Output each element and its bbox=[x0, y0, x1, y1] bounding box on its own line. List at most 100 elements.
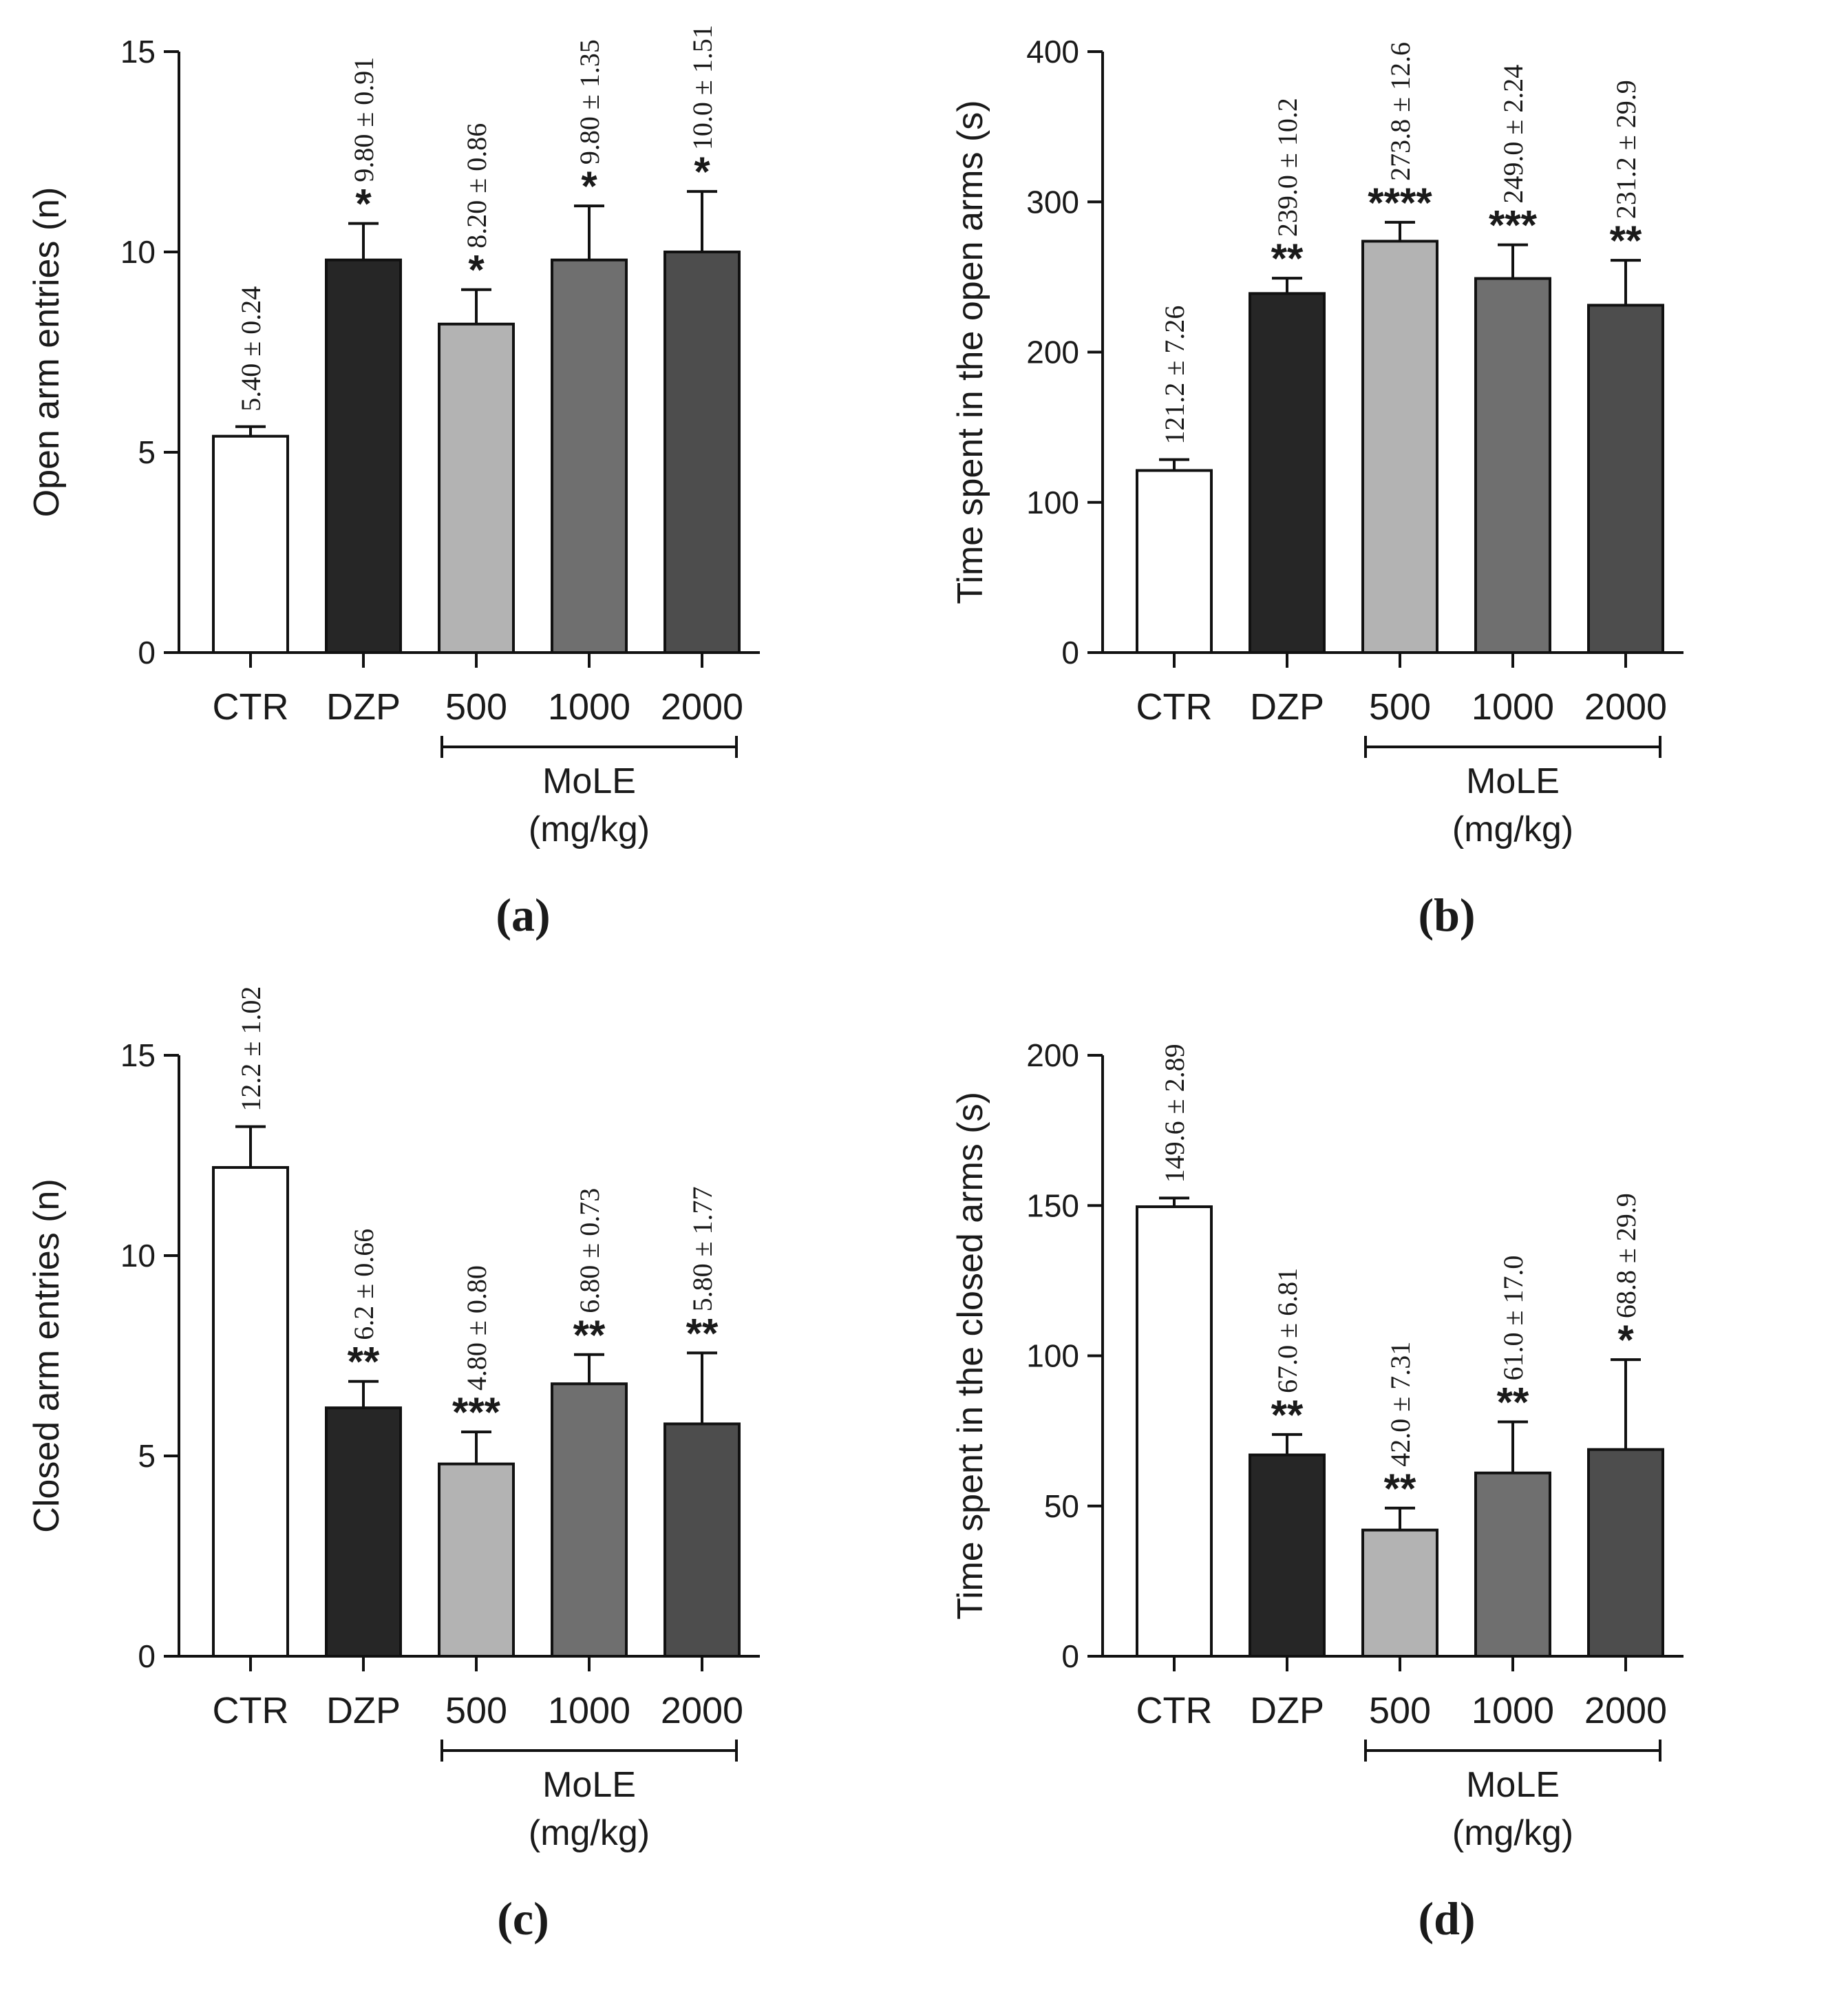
x-tick-label-b-4: 2000 bbox=[1584, 686, 1667, 728]
bar-c-2000 bbox=[663, 1422, 741, 1658]
panel-caption-d: (d) bbox=[1418, 1892, 1475, 1945]
group-label-a: MoLE bbox=[542, 761, 636, 801]
error-bar-b-3 bbox=[1498, 243, 1528, 279]
error-bar-a-0 bbox=[235, 425, 266, 436]
error-bar-d-0 bbox=[1159, 1196, 1189, 1207]
error-bar-a-1 bbox=[348, 222, 379, 260]
data-label-b-0: 121.2 ± 7.26 bbox=[1159, 306, 1190, 445]
data-label-b-1: 239.0 ± 10.2 bbox=[1272, 98, 1303, 237]
chart-panel-a: 5.40 ± 0.24 * 9.80 ± 0.91 * 8.20 ± 0.86 * 9.80… bbox=[0, 0, 924, 1004]
data-label-c-1: 6.2 ± 0.66 bbox=[348, 1229, 379, 1340]
group-label-b: MoLE bbox=[1466, 761, 1560, 801]
error-bar-d-4 bbox=[1611, 1358, 1641, 1450]
bar-c-dzp bbox=[325, 1406, 402, 1658]
bar-d-500 bbox=[1361, 1528, 1438, 1658]
panel-caption-c: (c) bbox=[497, 1892, 549, 1945]
y-axis-label-d: Time spent in the closed arms (s) bbox=[950, 1092, 990, 1620]
data-label-a-4: 10.0 ± 1.51 bbox=[687, 25, 718, 150]
bar-d-1000 bbox=[1474, 1471, 1551, 1658]
bar-a-2000 bbox=[663, 251, 741, 654]
data-label-c-0: 12.2 ± 1.02 bbox=[235, 986, 266, 1112]
data-label-a-2: 8.20 ± 0.86 bbox=[461, 123, 492, 249]
y-tick-label-a-2: 10 bbox=[120, 234, 156, 270]
data-label-a-0: 5.40 ± 0.24 bbox=[235, 286, 266, 412]
significance-b-1: ** bbox=[1271, 235, 1304, 282]
group-bracket-a bbox=[440, 736, 738, 758]
panel-caption-b: (b) bbox=[1418, 889, 1475, 941]
y-tick-label-d-2: 100 bbox=[1026, 1338, 1079, 1374]
data-label-a-1: 9.80 ± 0.91 bbox=[348, 57, 379, 182]
x-tick-label-c-4: 2000 bbox=[661, 1690, 743, 1731]
group-bracket-c bbox=[440, 1740, 738, 1762]
group-unit-b: (mg/kg) bbox=[1452, 810, 1573, 849]
error-bar-c-2 bbox=[461, 1430, 491, 1464]
error-bar-c-0 bbox=[235, 1125, 266, 1167]
chart-a-svg: 5.40 ± 0.24*9.80 ± 0.91*8.20 ± 0.86 *9.80… bbox=[27, 25, 760, 941]
significance-a-4: * bbox=[694, 149, 710, 195]
x-tick-label-c-3: 1000 bbox=[548, 1690, 630, 1731]
x-tick-label-a-1: DZP bbox=[326, 686, 401, 728]
group-unit-a: (mg/kg) bbox=[529, 810, 650, 849]
data-label-d-2: 42.0 ± 7.31 bbox=[1385, 1342, 1416, 1467]
bar-b-dzp bbox=[1249, 292, 1326, 654]
significance-c-4: ** bbox=[686, 1310, 719, 1356]
error-bar-c-1 bbox=[348, 1380, 379, 1408]
significance-d-3: ** bbox=[1497, 1380, 1529, 1426]
bar-a-1000 bbox=[551, 258, 628, 654]
error-bar-b-4 bbox=[1611, 259, 1641, 306]
y-tick-label-c-1: 5 bbox=[138, 1438, 156, 1474]
y-tick-label-a-1: 5 bbox=[138, 434, 156, 470]
y-tick-label-a-3: 15 bbox=[120, 34, 156, 70]
bar-b-500 bbox=[1361, 240, 1438, 654]
chart-d-svg: 149.6 ± 2.89**67.0 ± 6.81**42.0 ± 7.31 **… bbox=[950, 1037, 1684, 1945]
significance-a-1: * bbox=[355, 181, 372, 227]
data-label-b-2: 273.8 ± 12.6 bbox=[1385, 42, 1416, 181]
x-tick-label-c-0: CTR bbox=[213, 1690, 289, 1731]
y-tick-label-d-4: 200 bbox=[1026, 1037, 1079, 1073]
data-label-c-4: 5.80 ± 1.77 bbox=[687, 1186, 718, 1311]
chart-panel-d: 149.6 ± 2.89 ** 67.0 ± 6.81 ** 42.0 ± 7.31 **… bbox=[924, 1004, 1847, 2007]
error-bar-b-2 bbox=[1385, 220, 1415, 242]
y-tick-label-b-1: 100 bbox=[1026, 485, 1079, 520]
y-tick-label-d-0: 0 bbox=[1061, 1638, 1079, 1674]
y-tick-label-c-0: 0 bbox=[138, 1638, 156, 1674]
x-tick-label-b-1: DZP bbox=[1250, 686, 1324, 728]
significance-c-3: ** bbox=[573, 1312, 606, 1358]
y-axis-label-b: Time spent in the open arms (s) bbox=[950, 100, 990, 604]
y-tick-label-b-4: 400 bbox=[1026, 34, 1079, 70]
group-unit-d: (mg/kg) bbox=[1452, 1813, 1573, 1853]
x-tick-label-d-0: CTR bbox=[1136, 1690, 1213, 1731]
y-tick-label-b-2: 200 bbox=[1026, 335, 1079, 370]
error-bar-a-4 bbox=[687, 190, 717, 252]
error-bar-c-3 bbox=[574, 1353, 604, 1384]
significance-b-2: **** bbox=[1368, 180, 1432, 226]
significance-d-4: * bbox=[1617, 1317, 1634, 1363]
error-bar-c-4 bbox=[687, 1351, 717, 1424]
bar-c-ctr bbox=[212, 1165, 289, 1658]
significance-d-2: ** bbox=[1384, 1466, 1416, 1512]
chart-c-svg: 12.2 ± 1.02**6.2 ± 0.66***4.80 ± 0.80 **6… bbox=[27, 986, 760, 1945]
chart-b-svg: 121.2 ± 7.26 **239.0 ± 10.2 ****273.8 ± 12… bbox=[950, 34, 1684, 941]
x-tick-label-c-2: 500 bbox=[445, 1690, 507, 1731]
bar-b-2000 bbox=[1587, 304, 1664, 654]
bar-a-500 bbox=[438, 322, 515, 654]
data-label-c-3: 6.80 ± 0.73 bbox=[574, 1188, 605, 1313]
group-unit-c: (mg/kg) bbox=[529, 1813, 650, 1853]
y-tick-label-a-0: 0 bbox=[138, 635, 156, 670]
x-tick-label-d-4: 2000 bbox=[1584, 1690, 1667, 1731]
data-label-c-2: 4.80 ± 0.80 bbox=[461, 1265, 492, 1391]
y-tick-label-b-3: 300 bbox=[1026, 184, 1079, 220]
significance-c-2: *** bbox=[452, 1389, 501, 1435]
bar-d-2000 bbox=[1587, 1448, 1664, 1658]
x-tick-label-a-3: 1000 bbox=[548, 686, 630, 728]
error-bar-a-3 bbox=[574, 204, 604, 260]
chart-panel-b: 121.2 ± 7.26 ** 239.0 ± 10.2 **** 273.8 ± 12… bbox=[924, 0, 1847, 1004]
error-bar-b-0 bbox=[1159, 458, 1189, 471]
error-bar-d-1 bbox=[1272, 1433, 1302, 1455]
data-label-d-1: 67.0 ± 6.81 bbox=[1272, 1268, 1303, 1393]
significance-d-1: ** bbox=[1271, 1392, 1304, 1438]
x-tick-label-a-4: 2000 bbox=[661, 686, 743, 728]
y-tick-label-c-2: 10 bbox=[120, 1238, 156, 1274]
bar-d-dzp bbox=[1249, 1453, 1326, 1658]
significance-c-1: ** bbox=[348, 1339, 380, 1385]
